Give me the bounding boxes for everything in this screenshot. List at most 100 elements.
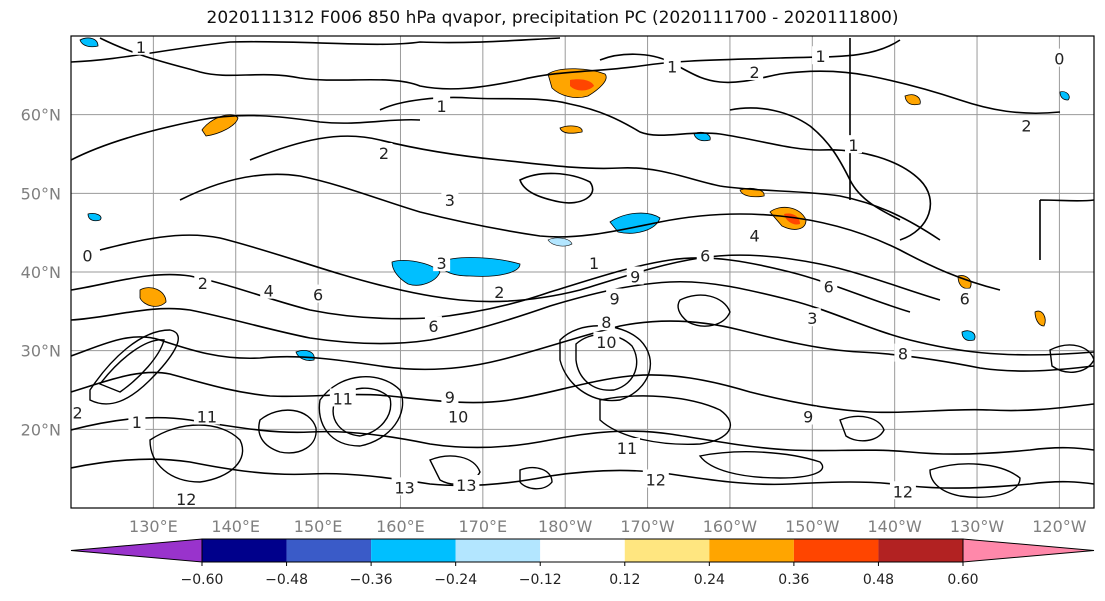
contour-label: 9: [445, 388, 455, 407]
contour-cluster: [698, 451, 824, 479]
contour-label: 6: [960, 290, 970, 309]
contour-label: 1: [667, 57, 677, 76]
contour-label: 1: [132, 413, 142, 432]
contour-cluster: [98, 339, 165, 393]
contour-label-bg: [597, 312, 615, 331]
contour-label: 1: [848, 136, 858, 155]
lon-tick-label: 150°W: [785, 517, 840, 536]
contour-label: 13: [394, 478, 414, 497]
contour-label: 0: [82, 246, 92, 265]
contour-label-bg: [128, 412, 146, 431]
contour-cluster: [332, 387, 392, 437]
contour-line: [849, 38, 1094, 260]
colorbar-tick-label: 0.48: [863, 572, 894, 588]
contour-label: 9: [630, 268, 640, 287]
contour-label-bg: [433, 253, 451, 272]
contour-label: 8: [898, 345, 908, 364]
contour-cluster: [429, 455, 481, 485]
colorbar-tick-label: 0.12: [609, 572, 640, 588]
colorbar: −0.60 −0.48 −0.36 −0.24 −0.12 0.12 0.24 0.36 0.4…: [70, 538, 1095, 588]
orange-patch: [559, 125, 583, 134]
colorbar-segment: [540, 539, 625, 562]
contour-label-bg: [1017, 115, 1035, 134]
blue-patch: [391, 260, 441, 286]
precip-patches: [79, 37, 1070, 361]
contour-label: 2: [198, 274, 208, 293]
blue-patch: [609, 212, 661, 234]
contour-label: 12: [176, 490, 196, 509]
lon-tick-label: 170°W: [620, 517, 675, 536]
lon-tick-label: 170°E: [459, 517, 508, 536]
contour-label: 3: [445, 191, 455, 210]
contour-line: [71, 458, 1094, 489]
contour-label: 2: [1021, 116, 1031, 135]
contour-line: [249, 135, 941, 241]
contour-label: 6: [313, 286, 323, 305]
contour-label: 4: [750, 227, 760, 246]
contour-label: 3: [807, 309, 817, 328]
contour-label-bg: [746, 61, 764, 80]
colorbar-tick-label: 0.60: [947, 572, 978, 588]
contour-cluster: [258, 409, 317, 454]
colorbar-segment: [202, 539, 287, 562]
contour-label: 2: [72, 404, 82, 423]
lat-tick-label: 60°N: [21, 106, 61, 125]
lon-tick-label: 160°W: [703, 517, 758, 536]
contour-cluster: [599, 395, 732, 445]
colorbar-extend-low: [70, 538, 203, 563]
lat-tick-label: 40°N: [21, 263, 61, 282]
colorbar-extend-high: [962, 538, 1095, 563]
contour-cluster: [677, 294, 731, 327]
contour-label-bg: [375, 143, 393, 161]
lon-tick-label: 150°E: [294, 517, 343, 536]
colorbar-frame: [201, 538, 964, 563]
colorbar-segment: [878, 539, 963, 562]
lon-tick-label: 160°E: [376, 517, 425, 536]
blue-patch: [439, 257, 521, 277]
orange-patch: [1034, 310, 1046, 327]
contour-cluster: [519, 466, 553, 490]
contour-label-bg: [799, 406, 817, 425]
contour-label: 1: [589, 254, 599, 273]
blue-patch: [79, 37, 99, 48]
contour-label: 2: [750, 63, 760, 82]
contour-label-bg: [329, 388, 356, 407]
lat-tick-label: 20°N: [21, 420, 61, 439]
map-frame: [70, 35, 1095, 509]
orange-patch: [139, 287, 167, 307]
contour-label-bg: [490, 282, 508, 301]
contour-label-bg: [642, 469, 669, 488]
contour-clusters: [89, 294, 1094, 498]
contour-label: 9: [610, 290, 620, 309]
contour-label-bg: [820, 276, 838, 295]
colorbar-segment: [624, 539, 710, 562]
contour-label-bg: [803, 308, 821, 327]
colorbar-segment: [455, 539, 541, 562]
contour-cluster: [839, 415, 885, 442]
blue-patch: [961, 330, 976, 341]
contour-label-bg: [894, 343, 912, 362]
contour-label: 6: [428, 317, 438, 336]
lat-tick-label: 30°N: [21, 342, 61, 361]
colorbar-segment: [793, 539, 879, 562]
longitude-labels: 130°E 140°E 150°E 160°E 170°E 180°W 170°W 160°W…: [129, 517, 1087, 536]
lon-tick-label: 180°W: [538, 517, 593, 536]
contour-label-bg: [260, 280, 278, 299]
contour-label-bg: [78, 245, 96, 264]
contour-label-bg: [391, 477, 418, 496]
contour-label-bg: [696, 245, 714, 264]
contour-label-bg: [441, 190, 459, 209]
contour-line: [379, 96, 932, 241]
contour-line: [99, 37, 901, 90]
contour-label-bg: [424, 316, 442, 335]
lon-tick-label: 130°W: [950, 517, 1005, 536]
contour-label: 1: [136, 38, 146, 57]
colorbar-tick-label: −0.36: [350, 572, 393, 588]
contour-label-bg: [889, 481, 916, 500]
contour-cluster: [149, 424, 244, 483]
contour-line: [71, 416, 1094, 455]
contour-line: [179, 173, 1001, 291]
blue-patch: [87, 213, 102, 222]
contour-cluster: [929, 463, 1021, 498]
colorbar-tick-label: 0.36: [778, 572, 809, 588]
